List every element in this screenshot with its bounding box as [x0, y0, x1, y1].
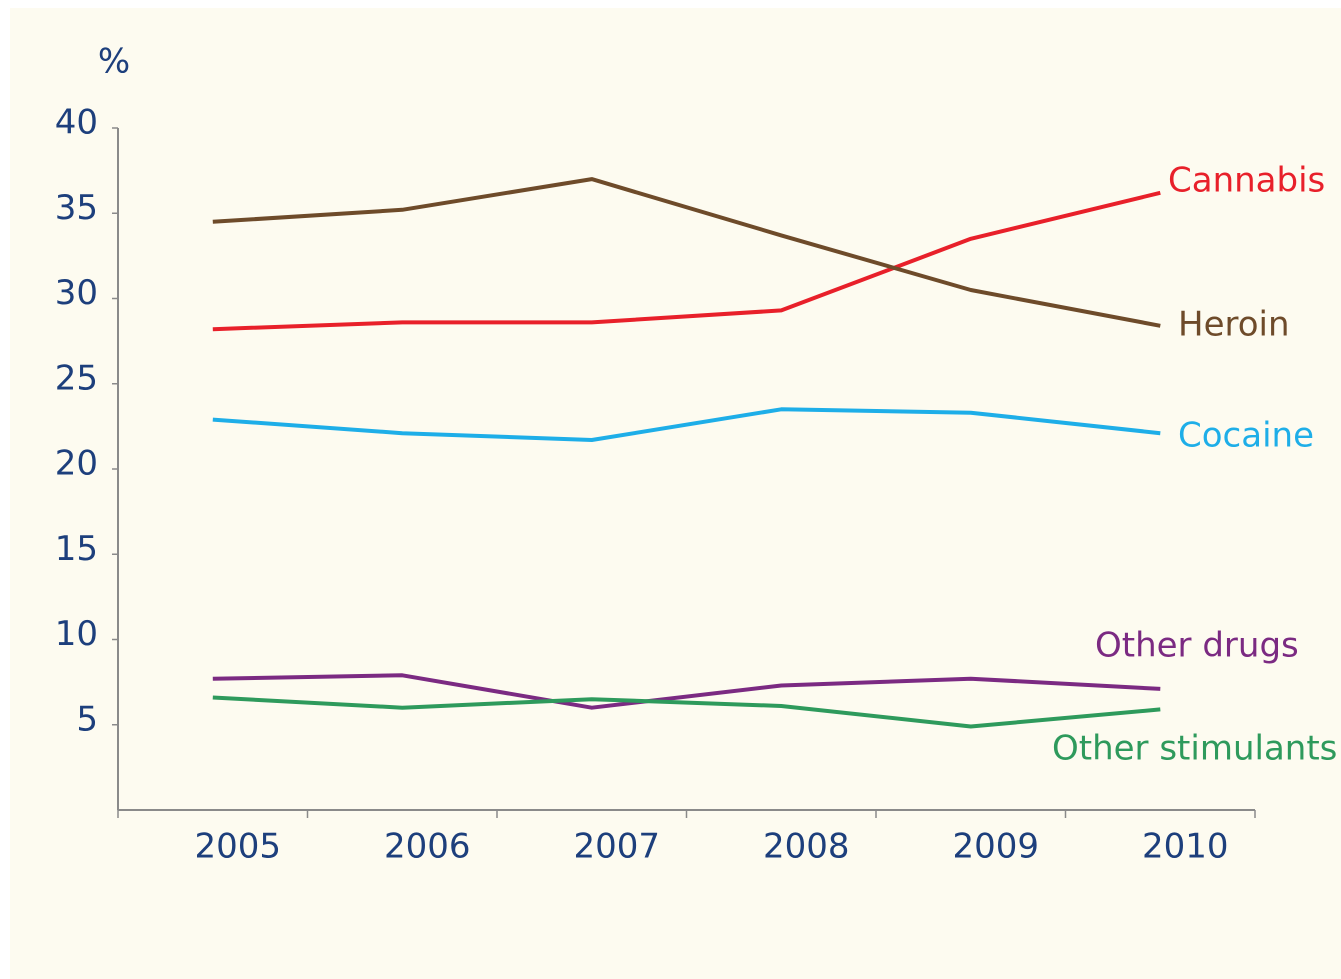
series-line [212, 190, 1161, 332]
series-label: Other drugs [1095, 626, 1299, 666]
series-label: Other stimulants [1052, 729, 1337, 769]
x-tick-label: 2010 [1142, 827, 1229, 867]
x-tick-label: 2007 [573, 827, 660, 867]
x-tick-label: 2008 [763, 827, 850, 867]
y-tick-label: 20 [55, 444, 98, 484]
y-tick-label: 25 [55, 358, 98, 398]
series-line [212, 673, 1161, 710]
y-tick-label: 35 [55, 188, 98, 228]
series-label: Cannabis [1168, 161, 1325, 201]
y-tick-label: 30 [55, 273, 98, 313]
x-tick-label: 2009 [952, 827, 1039, 867]
series-line [212, 407, 1161, 442]
x-tick-label: 2006 [384, 827, 471, 867]
y-axis-label: % [98, 42, 130, 82]
x-tick-label: 2005 [194, 827, 281, 867]
series-line [212, 695, 1161, 729]
y-tick-label: 15 [55, 529, 98, 569]
y-tick-label: 40 [55, 103, 98, 143]
y-tick-label: 10 [55, 614, 98, 654]
series-line [212, 177, 1161, 328]
plot-background [10, 8, 1341, 979]
series-label: Heroin [1178, 305, 1290, 345]
y-tick-label: 5 [76, 699, 98, 739]
series-label: Cocaine [1178, 416, 1314, 456]
